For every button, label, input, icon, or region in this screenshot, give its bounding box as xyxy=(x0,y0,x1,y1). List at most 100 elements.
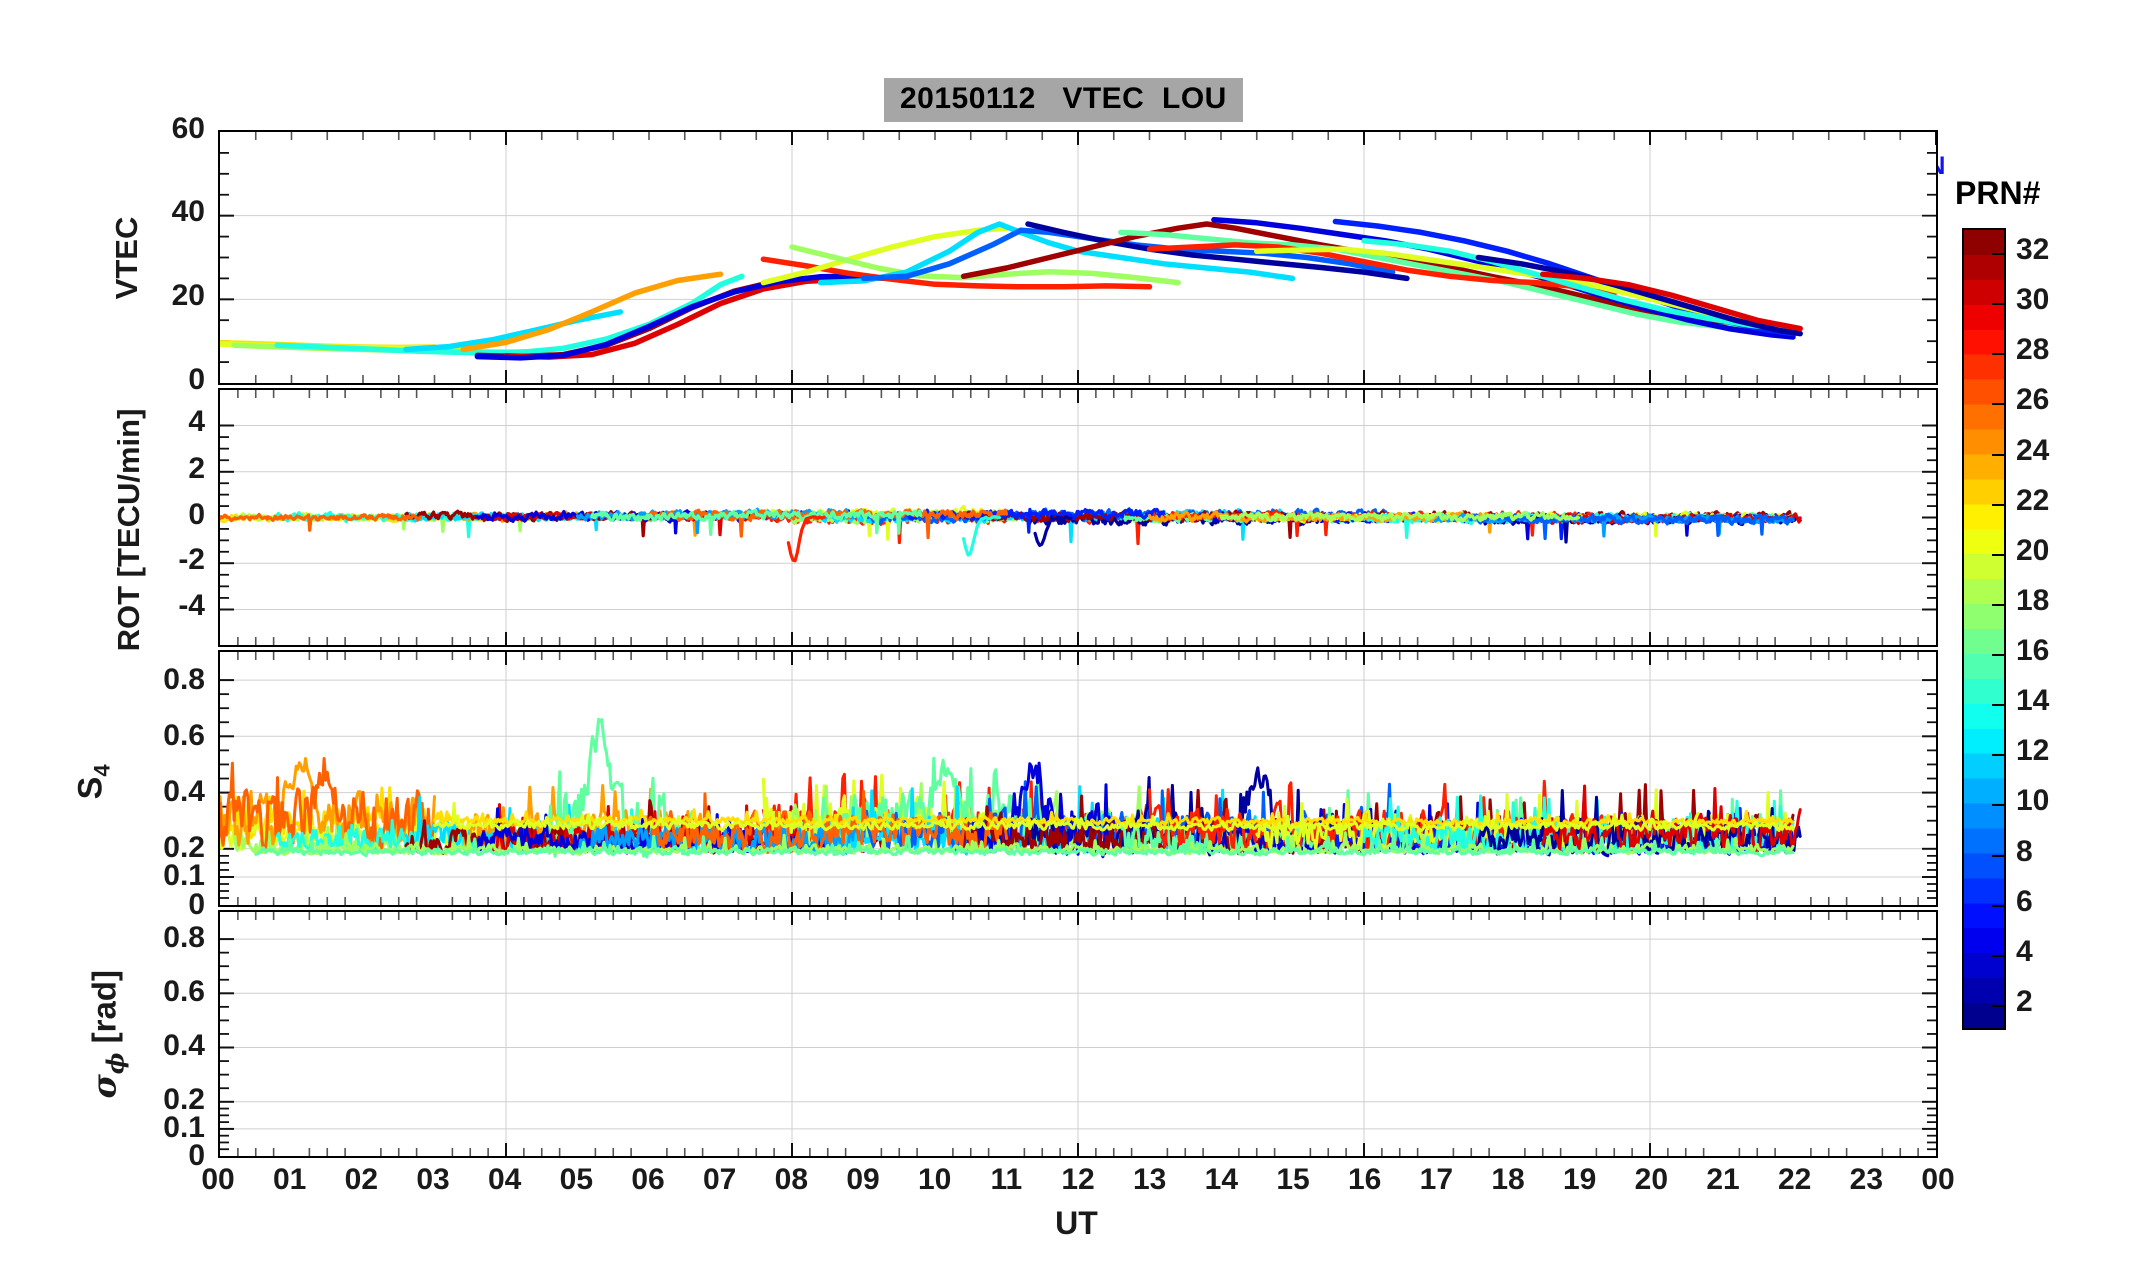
vtec-trace-prn-30 xyxy=(503,276,852,360)
panel-s4 xyxy=(218,650,1938,907)
xtick-10: 10 xyxy=(917,1163,952,1196)
ytick-vtec-60: 60 xyxy=(171,112,205,145)
ytick-s4-01: 0.1 xyxy=(163,859,205,892)
xtick-9: 09 xyxy=(846,1163,880,1196)
rot-trace-prn-26 xyxy=(220,512,422,532)
xtick-4: 04 xyxy=(487,1163,522,1196)
s4-trace-prn-22 xyxy=(1076,809,1795,829)
panel-sigma-phi xyxy=(218,910,1938,1158)
rot-trace-prn-8 xyxy=(1469,512,1795,541)
colorbar-tickmark-28 xyxy=(1992,353,2006,356)
xtick-13: 13 xyxy=(1132,1163,1167,1196)
ytick-sp-01: 0.1 xyxy=(163,1111,205,1144)
colorbar-tickmark-22 xyxy=(1992,503,2006,506)
vtec-trace-prn-18 xyxy=(789,244,1181,286)
xlabel: UT xyxy=(1055,1205,1098,1241)
vtec-trace-prn-28 xyxy=(1146,242,1618,296)
vtec-trace-prn-2 xyxy=(1475,254,1803,337)
colorbar-tick-12: 12 xyxy=(2016,734,2050,768)
xtick-23: 23 xyxy=(1849,1163,1884,1196)
colorbar-tick-20: 20 xyxy=(2016,533,2050,567)
page-title: 20150112 VTEC LOU xyxy=(884,78,1243,122)
s4-trace-prn-16 xyxy=(254,834,937,858)
colorbar-tick-26: 26 xyxy=(2016,383,2050,417)
xtick-11: 11 xyxy=(990,1163,1023,1196)
vtec-data-traces xyxy=(220,217,1803,361)
vtec-trace-prn-32 xyxy=(474,274,895,360)
s4-data-traces xyxy=(220,717,1802,859)
vtec-trace-prn-30 xyxy=(1540,271,1803,332)
vtec-trace-prn-12 xyxy=(817,221,1296,286)
ytick-rot-2: 2 xyxy=(188,452,205,485)
colorbar-tickmark-14 xyxy=(1992,704,2006,707)
xtick-14: 14 xyxy=(1204,1163,1239,1196)
ytick-s4-02: 0.2 xyxy=(163,831,205,864)
xtick-6: 06 xyxy=(631,1163,665,1196)
ytick-sp-02: 0.2 xyxy=(163,1083,205,1116)
xtick-12: 12 xyxy=(1061,1163,1095,1196)
ytick-vtec-40: 40 xyxy=(171,195,205,228)
colorbar-tick-6: 6 xyxy=(2016,884,2033,918)
colorbar-tick-16: 16 xyxy=(2016,634,2050,668)
colorbar-tickmark-30 xyxy=(1992,303,2006,306)
colorbar-tick-22: 22 xyxy=(2016,483,2050,517)
colorbar-tickmark-2 xyxy=(1992,1004,2006,1007)
colorbar-tick-8: 8 xyxy=(2016,834,2033,868)
rot-excursion-prn-28 xyxy=(786,515,826,563)
ytick-s4-04: 0.4 xyxy=(163,775,205,808)
rot-excursion-prn-2 xyxy=(1033,514,1073,547)
xtick-7: 07 xyxy=(702,1163,737,1196)
vtec-trace-prn-12 xyxy=(403,309,624,353)
colorbar-tick-24: 24 xyxy=(2016,433,2050,467)
panel-vtec xyxy=(218,130,1938,385)
ytick-rot-m2: -2 xyxy=(178,543,205,576)
xtick-16: 16 xyxy=(1347,1163,1382,1196)
xtick-15: 15 xyxy=(1276,1163,1310,1196)
colorbar-tickmark-18 xyxy=(1992,603,2006,606)
colorbar-tick-32: 32 xyxy=(2016,233,2050,267)
vtec-trace-prn-24 xyxy=(460,271,724,353)
colorbar-tick-28: 28 xyxy=(2016,333,2050,367)
colorbar-tickmark-24 xyxy=(1992,453,2006,456)
rot-excursion-prn-14 xyxy=(961,515,1002,557)
xtick-2: 02 xyxy=(344,1163,379,1196)
ytick-s4-08: 0.8 xyxy=(163,663,205,696)
xtick-24: 00 xyxy=(1921,1163,1955,1196)
s4-trace-prn-16 xyxy=(933,833,1795,858)
ytick-s4-06: 0.6 xyxy=(163,719,205,752)
colorbar-tickmark-6 xyxy=(1992,904,2006,907)
ytick-vtec-20: 20 xyxy=(171,279,205,312)
xtick-5: 05 xyxy=(559,1163,594,1196)
colorbar-title: PRN# xyxy=(1955,175,2041,211)
colorbar-tickmark-16 xyxy=(1992,654,2006,657)
vtec-trace-prn-14 xyxy=(1361,238,1796,333)
xtick-22: 22 xyxy=(1777,1163,1812,1196)
colorbar-tickmark-10 xyxy=(1992,804,2006,807)
ytick-sp-06: 0.6 xyxy=(163,975,205,1008)
ytick-rot-4: 4 xyxy=(188,405,205,438)
vtec-trace-prn-2 xyxy=(1025,221,1410,282)
xtick-0: 00 xyxy=(201,1163,235,1196)
colorbar-tickmark-32 xyxy=(1992,253,2006,256)
colorbar-tick-14: 14 xyxy=(2016,684,2050,718)
panel-rot xyxy=(218,388,1938,647)
xtick-20: 20 xyxy=(1634,1163,1669,1196)
xtick-8: 08 xyxy=(774,1163,809,1196)
s4-trace-prn-20 xyxy=(433,812,1080,832)
xtick-19: 19 xyxy=(1562,1163,1597,1196)
ytick-rot-m4: -4 xyxy=(178,589,205,622)
colorbar-tick-30: 30 xyxy=(2016,283,2050,317)
ytick-sp-08: 0.8 xyxy=(163,921,205,954)
vtec-trace-prn-14 xyxy=(274,273,745,356)
xtick-21: 21 xyxy=(1706,1163,1740,1196)
colorbar-gradient xyxy=(1964,230,2004,1028)
rot-data-traces xyxy=(220,505,1802,563)
colorbar-tickmark-20 xyxy=(1992,553,2006,556)
xtick-18: 18 xyxy=(1491,1163,1525,1196)
colorbar-tickmark-12 xyxy=(1992,754,2006,757)
ytick-vtec-0: 0 xyxy=(188,363,205,396)
s4-trace-prn-18 xyxy=(933,831,1795,856)
vtec-trace-prn-28 xyxy=(760,256,1153,290)
colorbar[interactable] xyxy=(1962,228,2006,1030)
ytick-sp-04: 0.4 xyxy=(163,1029,205,1062)
